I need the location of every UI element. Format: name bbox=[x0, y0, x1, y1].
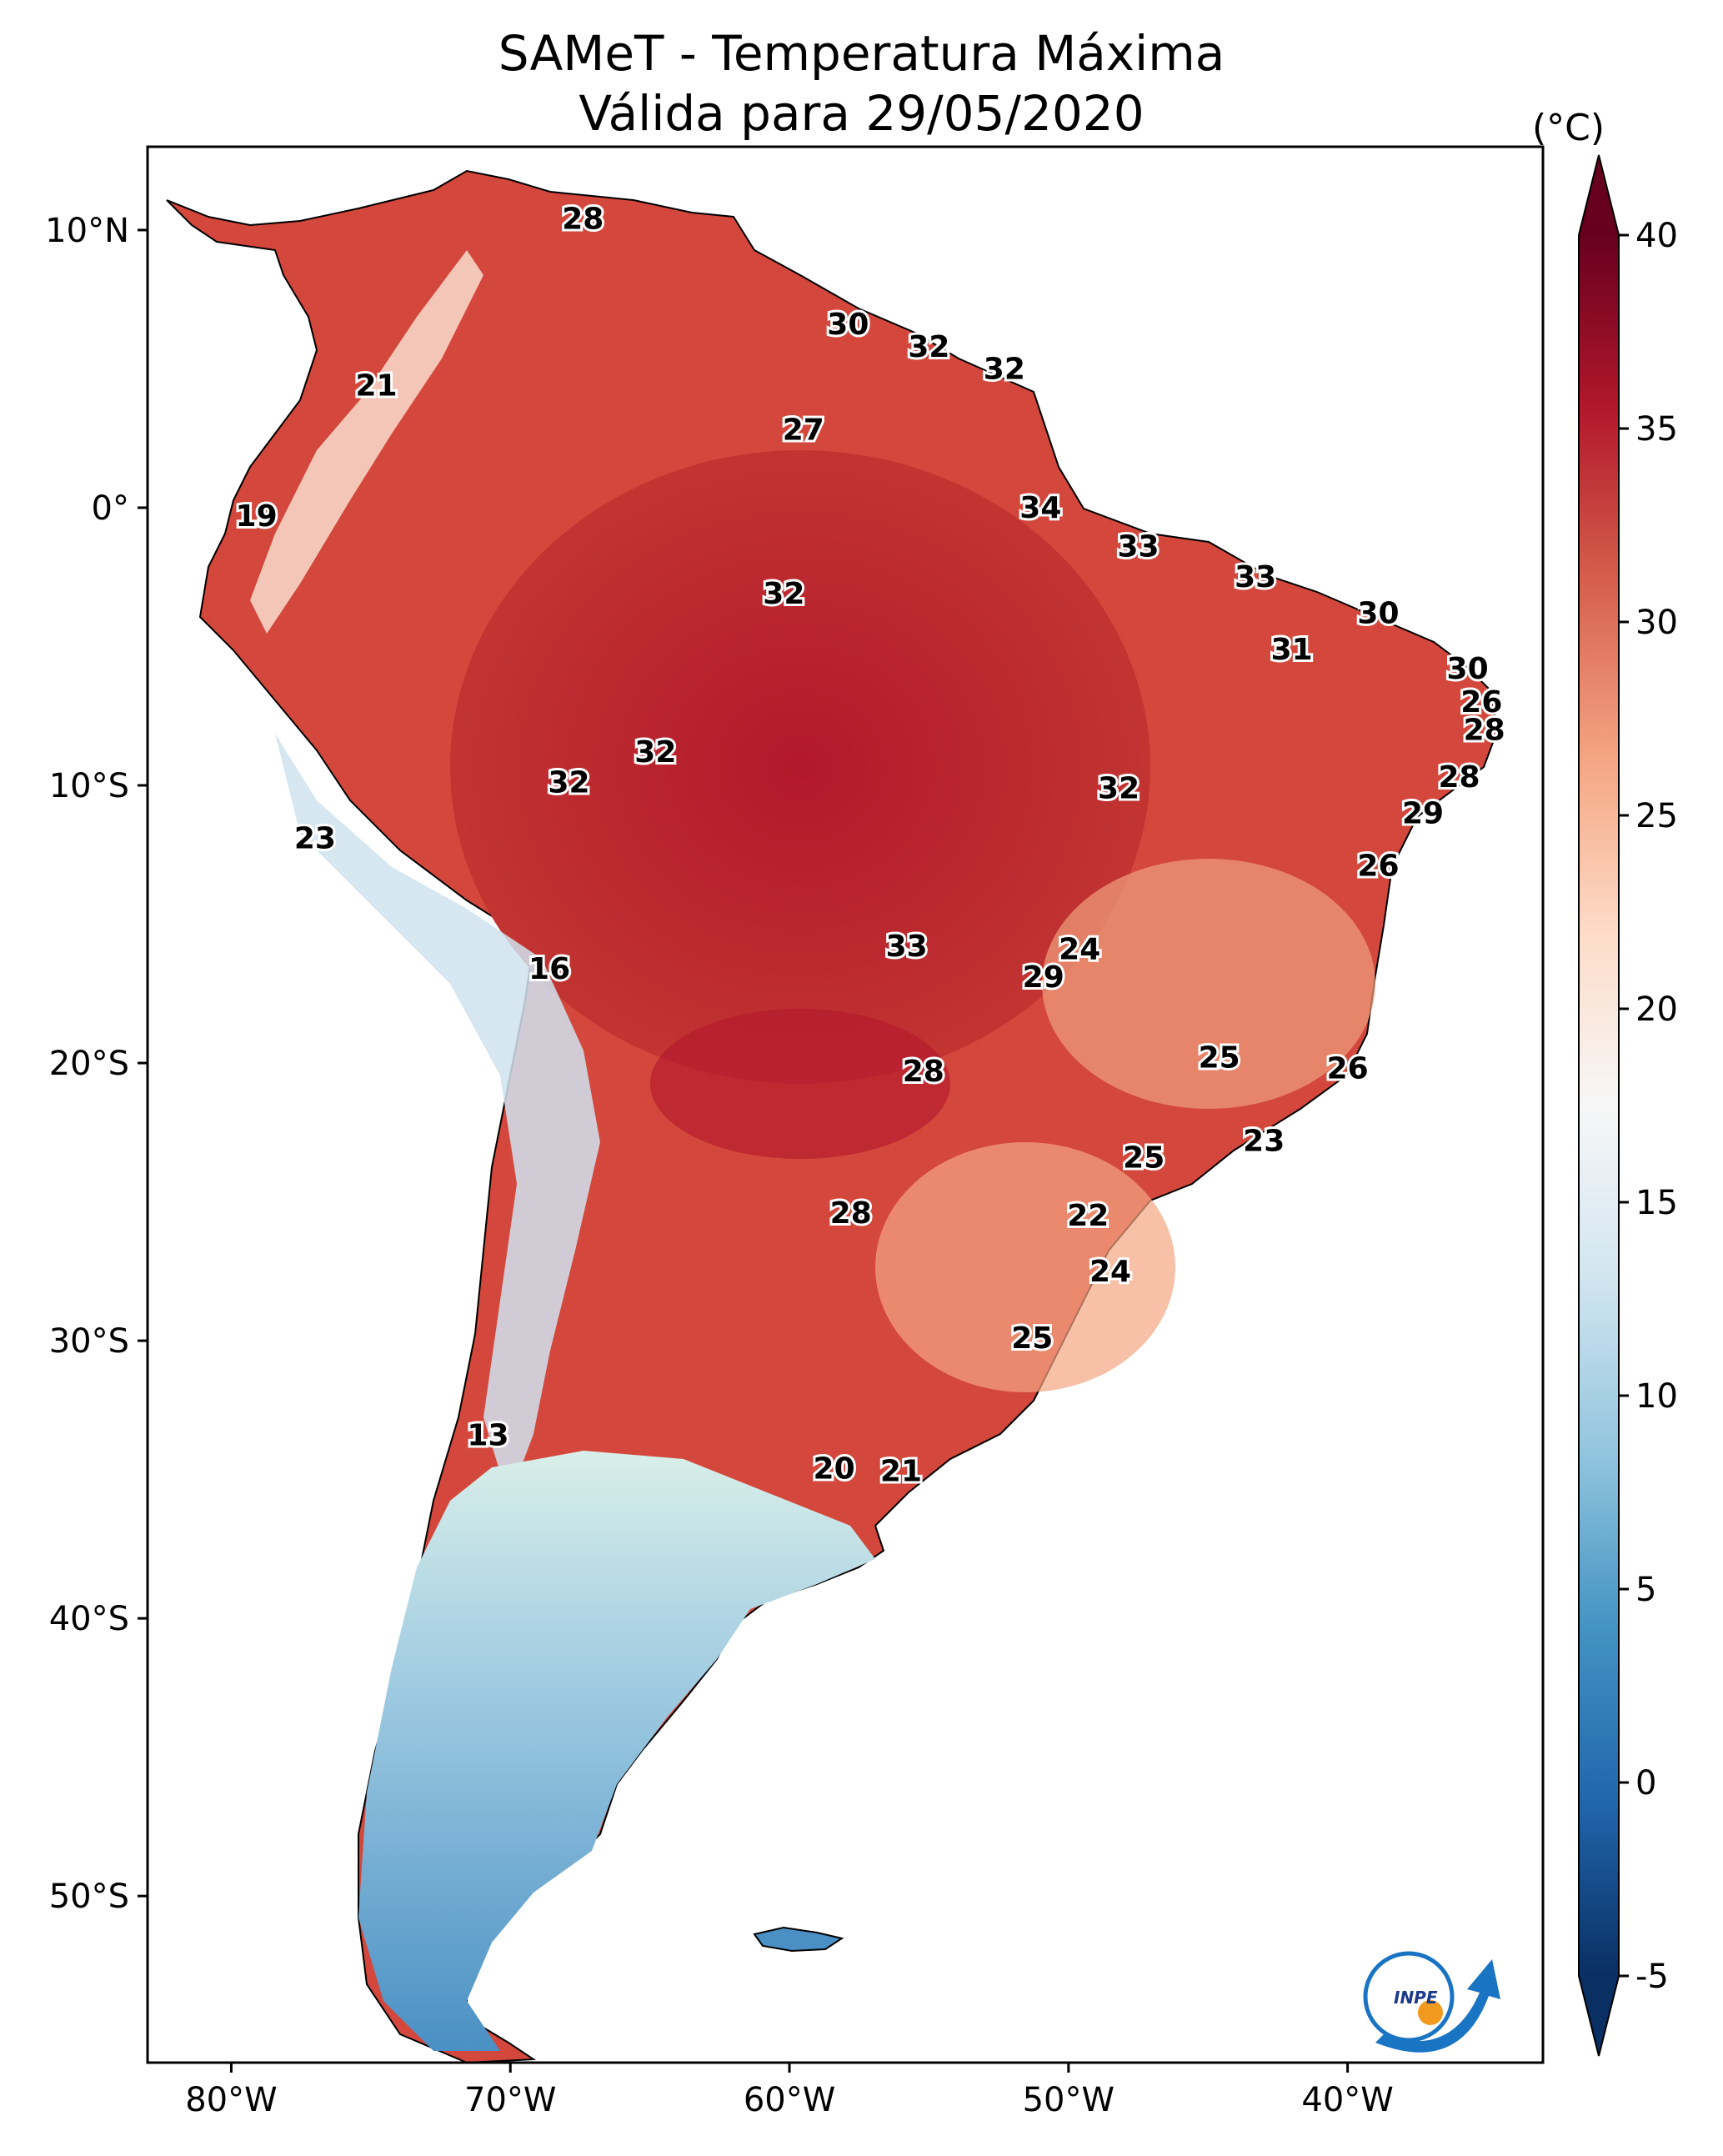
colorbar-unit: (°C) bbox=[1532, 107, 1605, 149]
temperature-label: 32 bbox=[634, 735, 676, 770]
lon-tick-label: 40°W bbox=[1301, 2081, 1393, 2119]
temperature-label: 23 bbox=[1243, 1124, 1285, 1158]
temperature-label: 24 bbox=[1089, 1255, 1131, 1289]
temperature-label: 32 bbox=[763, 577, 804, 611]
colorbar-tick-label: 20 bbox=[1635, 990, 1678, 1029]
title-line-2: Válida para 29/05/2020 bbox=[579, 85, 1144, 142]
temperature-label: 32 bbox=[908, 330, 949, 364]
patagonia-cool bbox=[358, 1451, 875, 2051]
temperature-label: 32 bbox=[548, 766, 589, 800]
temperature-label: 26 bbox=[1460, 685, 1502, 720]
colorbar: 40 35 30 25 20 15 10 5 0 -5 bbox=[1578, 154, 1678, 2057]
logo-swoosh bbox=[1375, 1959, 1500, 2053]
lat-tick-label: 20°S bbox=[49, 1045, 129, 1083]
temperature-label: 20 bbox=[814, 1452, 855, 1486]
temperature-label: 31 bbox=[1271, 633, 1313, 667]
colorbar-tick-label: -5 bbox=[1635, 1958, 1669, 1996]
temperature-label: 29 bbox=[1023, 960, 1064, 995]
lat-tick-label: 50°S bbox=[49, 1878, 129, 1916]
colorbar-tick-label: 0 bbox=[1635, 1764, 1656, 1803]
colorbar-tick-label: 40 bbox=[1635, 217, 1678, 255]
temperature-label: 19 bbox=[236, 499, 278, 534]
temperature-label: 30 bbox=[827, 308, 869, 342]
temperature-label: 34 bbox=[1019, 491, 1061, 525]
lat-tick-label: 0° bbox=[92, 489, 129, 528]
logo-dot bbox=[1418, 2000, 1443, 2025]
lat-tick-label: 10°S bbox=[49, 767, 129, 805]
lon-tick-label: 50°W bbox=[1023, 2081, 1114, 2119]
colorbar-ticks: 40 35 30 25 20 15 10 5 0 -5 bbox=[1619, 217, 1678, 1996]
temperature-label: 28 bbox=[1439, 760, 1480, 795]
temperature-label: 29 bbox=[1402, 796, 1444, 830]
temperature-label: 26 bbox=[1357, 850, 1399, 884]
map-frame bbox=[146, 145, 1545, 2064]
lon-tick-label: 70°W bbox=[464, 2081, 556, 2119]
temperature-label: 25 bbox=[1123, 1141, 1165, 1175]
latitude-ticks: 10°N 0° 10°S 20°S 30°S 40°S 50°S bbox=[45, 212, 148, 1916]
temperature-label: 28 bbox=[562, 203, 604, 237]
temperature-label: 33 bbox=[886, 930, 928, 964]
colorbar-tick-label: 5 bbox=[1635, 1571, 1656, 1609]
colorbar-tick-label: 35 bbox=[1635, 410, 1678, 449]
colorbar-tick-label: 30 bbox=[1635, 604, 1678, 642]
temperature-label: 28 bbox=[903, 1055, 944, 1089]
longitude-ticks: 80°W 70°W 60°W 50°W 40°W bbox=[185, 2063, 1394, 2119]
warm-core bbox=[450, 450, 1150, 1084]
temperature-label: 22 bbox=[1067, 1199, 1109, 1233]
logo-text: INPE bbox=[1394, 1988, 1438, 2008]
temperature-label: 26 bbox=[1327, 1052, 1369, 1086]
lat-tick-label: 10°N bbox=[45, 212, 129, 250]
colorbar-gradient bbox=[1579, 235, 1619, 1976]
temperature-label: 28 bbox=[830, 1196, 872, 1231]
temperature-label: 27 bbox=[783, 414, 824, 448]
colorbar-tick-label: 15 bbox=[1635, 1184, 1678, 1222]
temperature-label: 16 bbox=[528, 952, 570, 986]
temperature-label: 21 bbox=[355, 369, 397, 403]
south-mild bbox=[875, 1142, 1175, 1392]
lon-tick-label: 80°W bbox=[185, 2081, 277, 2119]
temperature-label: 25 bbox=[1199, 1040, 1240, 1075]
temperature-label: 32 bbox=[984, 352, 1025, 386]
northern-andes-cool bbox=[250, 200, 483, 634]
chaco-hot-spot bbox=[650, 1009, 950, 1159]
colorbar-extend-max bbox=[1579, 155, 1619, 235]
lat-tick-label: 30°S bbox=[49, 1322, 129, 1361]
temperature-label: 13 bbox=[467, 1418, 508, 1452]
southeast-mild bbox=[1042, 859, 1375, 1109]
lon-tick-label: 60°W bbox=[744, 2081, 835, 2119]
temperature-label: 21 bbox=[880, 1455, 922, 1489]
temperature-label: 33 bbox=[1117, 530, 1159, 564]
temperature-label: 30 bbox=[1357, 597, 1399, 631]
lat-tick-label: 40°S bbox=[49, 1600, 129, 1638]
colorbar-tick-label: 10 bbox=[1635, 1377, 1678, 1416]
colorbar-tick-label: 25 bbox=[1635, 797, 1678, 835]
colorbar-extend-min bbox=[1579, 1976, 1619, 2056]
temperature-label: 25 bbox=[1011, 1321, 1053, 1356]
continent-layer bbox=[166, 169, 1498, 2063]
temperature-label: 28 bbox=[1464, 713, 1505, 747]
falkland-islands bbox=[753, 1926, 844, 1953]
map-title: SAMeT - Temperatura Máxima Válida para 2… bbox=[0, 23, 1723, 143]
temperature-label: 24 bbox=[1059, 932, 1100, 966]
temperature-label: 33 bbox=[1235, 560, 1276, 594]
temperature-label: 30 bbox=[1447, 652, 1489, 686]
temperature-label: 32 bbox=[1098, 771, 1139, 805]
temperature-label: 23 bbox=[294, 821, 336, 855]
andes-cool-belt bbox=[275, 734, 600, 1501]
logo-orbit bbox=[1363, 1951, 1455, 2043]
inpe-logo: INPE bbox=[1363, 1951, 1500, 2053]
title-line-1: SAMeT - Temperatura Máxima bbox=[498, 25, 1225, 82]
